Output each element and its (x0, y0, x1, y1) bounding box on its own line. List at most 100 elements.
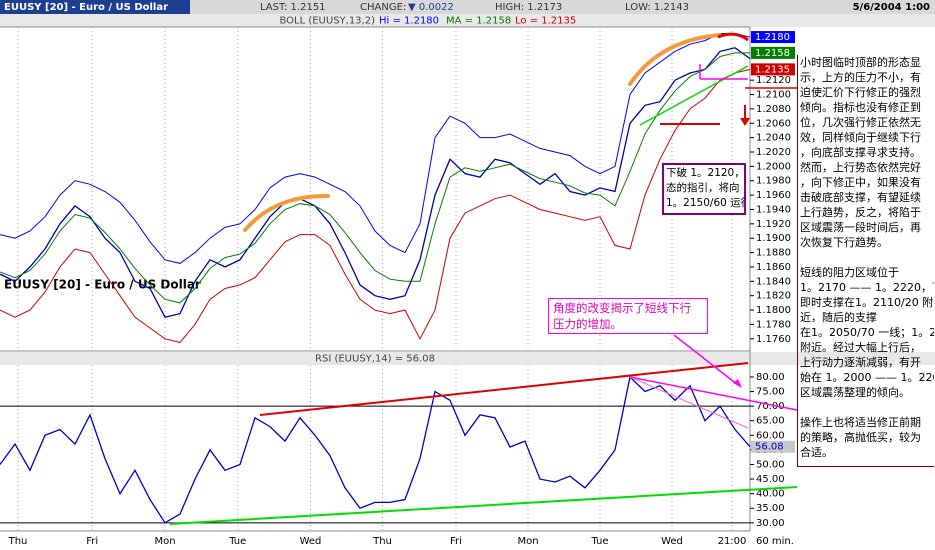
y-tick-label: 1.1980 (756, 176, 791, 187)
x-tick-label: Fri (450, 536, 462, 547)
y-tick-label: 1.1840 (756, 276, 791, 287)
note-line: ，向下修正中，如果没有 (800, 176, 921, 189)
y-tick-label: 1.1780 (756, 319, 791, 330)
series-line (0, 52, 750, 304)
note-line: 位，几次强行修正依然无 (800, 116, 921, 129)
marks: 1.1760 1.1780 1.1800 1.1820 1.1840 1.1860 1.18… (0, 27, 795, 547)
note-line: 的策略，高抛低买，较为 (800, 431, 921, 444)
paragraph: 短线的阻力区域位于 1。2170 —— 1。2220，下方即时支撑在1。2110/… (800, 265, 934, 400)
commentary: 小时图临时顶部的形态显 示，上方的压力不小，有 迫使汇价下行修正的强烈 倾向。指标也没… (797, 55, 934, 467)
boll-bar (0, 14, 935, 27)
symbol-bar (0, 0, 190, 14)
y-tick-label: 40.00 (756, 489, 785, 500)
x-tick-label: 21:00 (718, 536, 747, 547)
note-line: 上行动力逐渐减弱，有开 (800, 356, 921, 369)
note-line: 角度的改变揭示了短线下行 (553, 301, 691, 315)
legend-item: Lo = 1.2135 (515, 16, 576, 27)
x-tick-label: Thu (8, 536, 28, 547)
arc-annotation (717, 32, 749, 42)
header-bar (0, 0, 935, 14)
note-line: 区域震荡一段时间后，再 (800, 221, 921, 234)
y-tick-label: 1.2000 (756, 161, 791, 172)
note-line: 即时支撑在1。2110/20 附 (800, 296, 934, 309)
trend-line (629, 376, 749, 429)
y-tick-label: 1.1860 (756, 262, 791, 273)
y-tick-label: 1.1940 (756, 204, 791, 215)
angle-note: 角度的改变揭示了短线下行 压力的增加。 (548, 298, 708, 334)
arc-annotation (243, 193, 330, 232)
note-line: 小时图临时顶部的形态显 (800, 56, 921, 69)
note-line: 上行趋势，反之，将陷于 (800, 206, 921, 219)
y-tick-label: 60.00 (756, 430, 785, 441)
end-label-box (751, 63, 795, 76)
note-line: 始在 1。2000 —— 1。2200 (800, 371, 934, 384)
series-line (0, 33, 751, 264)
y-tick-label: 1.2080 (756, 104, 791, 115)
arc-annotation (628, 33, 722, 86)
change: ▼ 0.0022 (408, 2, 454, 13)
legend-item: MA = 1.2158 (446, 16, 511, 27)
y-tick-label: 1.2020 (756, 147, 791, 158)
end-label-box (751, 46, 795, 59)
legend-item: Hi = 1.2180 (379, 16, 439, 27)
x-tick-label: Tue (590, 536, 608, 547)
y-tick-label: 1.2120 (756, 75, 791, 86)
pointer-line (673, 334, 739, 386)
note-line: 合适。 (800, 446, 833, 459)
y-tick-label: 1.1880 (756, 248, 791, 259)
note-line: ，向底部支撑寻求支持。 (800, 146, 921, 159)
y-tick-label: 1.1800 (756, 305, 791, 316)
note-line: 附近。经过大幅上行后， (800, 341, 921, 354)
series-line (0, 68, 751, 343)
end-label: 1.2135 (755, 64, 790, 75)
y-tick-label: 1.2040 (756, 133, 791, 144)
x-tick-label: Thu (372, 536, 392, 547)
pointer-arrow (733, 379, 742, 388)
breakdown-note: 下破 1。2120，形态的指引，将向 1。2150/60 运行。 (662, 163, 746, 215)
y-tick-label: 1.1960 (756, 190, 791, 201)
end-label-box (751, 440, 795, 453)
symbol: EUUSY [20] - Euro / US Dollar (4, 2, 168, 13)
y-tick-label: 70.00 (756, 401, 785, 412)
note-line: 态的指引，将向 (666, 182, 740, 194)
note-line: 操作上也将适当修正前期 (800, 416, 921, 429)
note-line: 区域震荡整理的倾向。 (800, 386, 910, 399)
trend-line (629, 376, 798, 411)
series-line (0, 375, 751, 524)
x-tick-label: Fri (86, 536, 98, 547)
y-tick-label: 75.00 (756, 387, 785, 398)
y-tick-label: 1.2100 (756, 90, 791, 101)
end-label-box (751, 31, 795, 44)
paragraph: 小时图临时顶部的形态显 示，上方的压力不小，有 迫使汇价下行修正的强烈 倾向。指标也没… (800, 55, 934, 250)
symbol-label: EUUSY [20] - Euro / US Dollar (4, 278, 201, 292)
note-line: 1。2150/60 运行。 (666, 197, 744, 209)
note-line: 次恢复下行趋势。 (800, 236, 888, 249)
note-line: 在1。2050/70 一线；1。2000 (800, 326, 934, 339)
y-tick-label: 30.00 (756, 518, 785, 529)
y-tick-label: 80.00 (756, 372, 785, 383)
end-label: 1.2180 (755, 32, 790, 43)
note-line: 1。2170 —— 1。2220，下方 (800, 281, 934, 294)
rsi-bar (0, 352, 935, 365)
note-line: 然而，上行势态依然完好 (800, 161, 921, 174)
end-label: 1.2158 (755, 48, 790, 59)
y-tick-label: 1.1900 (756, 233, 791, 244)
trend-line (169, 486, 798, 525)
y-tick-label: 1.2060 (756, 118, 791, 129)
note-line: 示，上方的压力不小，有 (800, 71, 921, 84)
note-line: 倾向。指标也没有修正到 (800, 101, 921, 114)
y-tick-label: 1.1760 (756, 334, 791, 345)
rsi-title: RSI (EUUSY,14) = 56.08 (315, 354, 435, 365)
datetime: 5/6/2004 1:00 (853, 2, 930, 13)
boll-label: BOLL (EUUSY,13,2) (279, 16, 375, 27)
x-tick-label: Tue (228, 536, 246, 547)
note-line: 击破底部支撑，有望延续 (800, 191, 921, 204)
x-unit: 60 min. (756, 536, 794, 547)
y-tick-label: 65.00 (756, 416, 785, 427)
y-tick-label: 1.1820 (756, 291, 791, 302)
change-label: CHANGE: (360, 2, 406, 13)
note-line: 近，随后的支撑 (800, 311, 877, 324)
end-label: 56.08 (755, 442, 784, 453)
note-line: 下破 1。2120，形 (666, 167, 745, 179)
